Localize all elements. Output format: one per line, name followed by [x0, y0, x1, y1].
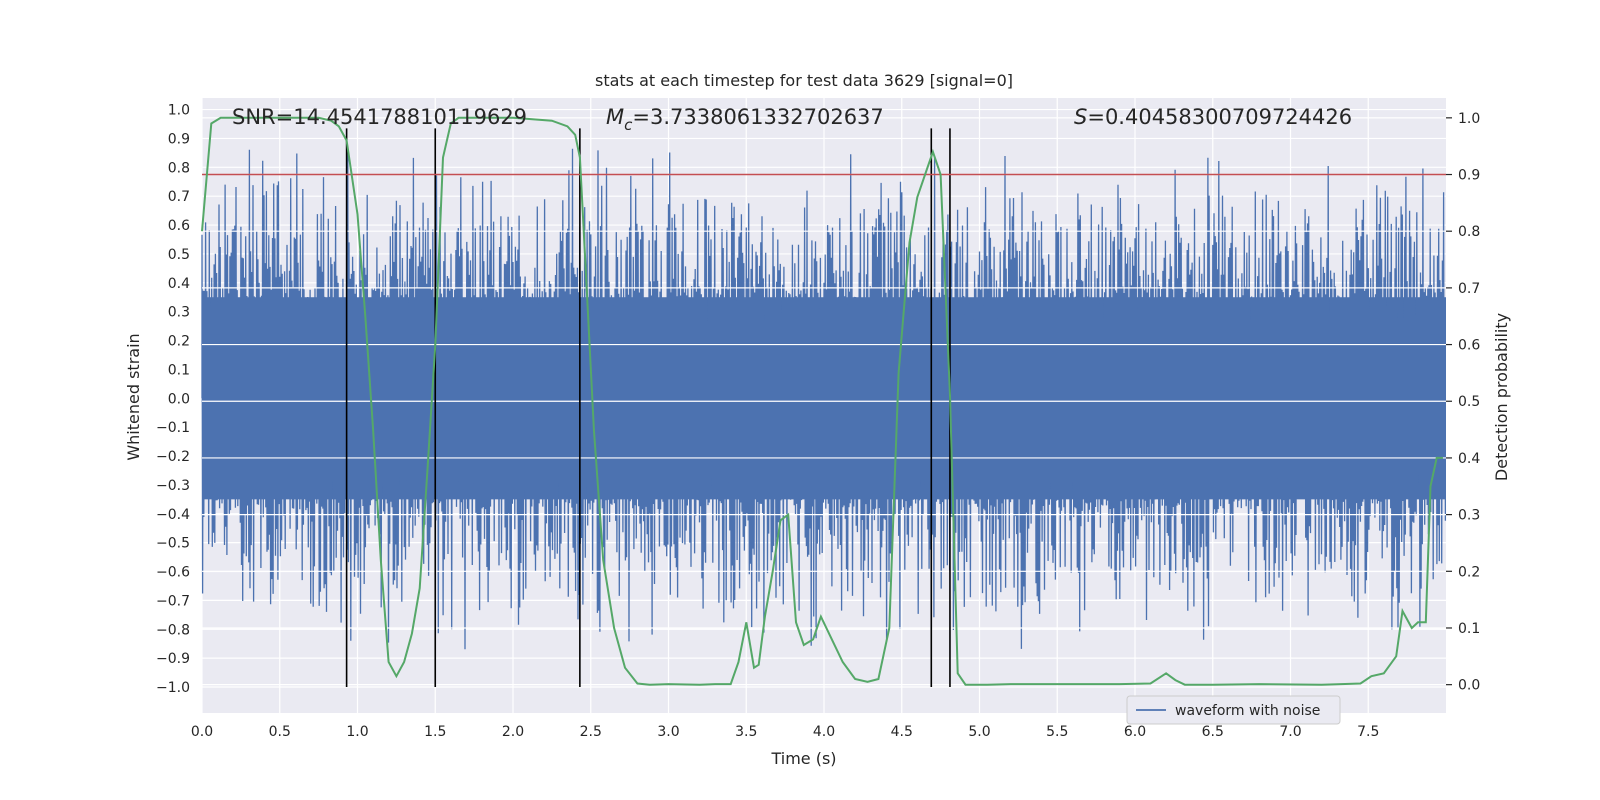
y-left-tick-label: −0.2 — [156, 449, 190, 465]
y-left-tick-label: 0.7 — [168, 189, 190, 205]
y-right-axis-label: Detection probability — [1492, 313, 1511, 481]
y-left-tick-label: −0.4 — [156, 507, 190, 523]
x-tick-label: 7.5 — [1357, 724, 1379, 740]
y-left-tick-label: −0.5 — [156, 536, 190, 552]
x-tick-labels: 0.0 0.5 1.0 1.5 2.0 2.5 3.0 3.5 4.0 4.5 5.0 5.5 6.0 6… — [191, 724, 1380, 740]
x-axis-label: Time (s) — [770, 749, 836, 768]
y-left-tick-label: 0.0 — [168, 391, 190, 407]
x-tick-label: 1.0 — [346, 724, 368, 740]
x-tick-label: 5.5 — [1046, 724, 1068, 740]
x-tick-label: 6.0 — [1124, 724, 1146, 740]
x-tick-label: 3.0 — [657, 724, 679, 740]
y-left-tick-label: 0.1 — [168, 362, 190, 378]
y-left-tick-label: 0.2 — [168, 334, 190, 350]
y-left-tick-label: 0.9 — [168, 131, 190, 147]
snr-annotation: SNR=14.454178810119629 — [232, 105, 527, 129]
legend-box — [1126, 695, 1341, 725]
s-annotation: S=0.40458300709724426 — [1074, 105, 1352, 129]
y-left-tick-label: 0.6 — [168, 218, 190, 234]
y-left-axis-label: Whitened strain — [124, 333, 143, 460]
y-left-tick-label: −1.0 — [156, 680, 190, 696]
strain-waveform-line — [201, 148, 1447, 650]
legend-entry-waveform: waveform with noise — [1175, 703, 1320, 719]
s-value: =0.40458300709724426 — [1087, 105, 1352, 129]
x-tick-label: 1.5 — [424, 724, 446, 740]
chart-title: stats at each timestep for test data 362… — [595, 71, 1013, 90]
y-left-tick-label: −0.9 — [156, 651, 190, 667]
x-tick-label: 2.5 — [580, 724, 602, 740]
legend: waveform with noise — [1126, 695, 1341, 725]
y-left-tick-label: −0.6 — [156, 565, 190, 581]
y-left-tick-label: 0.8 — [168, 160, 190, 176]
y-right-tick-label: 0.4 — [1458, 451, 1480, 467]
x-tick-label: 3.5 — [735, 724, 757, 740]
y-right-tick-label: 0.5 — [1458, 394, 1480, 410]
y-left-tick-label: 1.0 — [168, 103, 190, 119]
y-right-tick-labels: 1.0 0.9 0.8 0.7 0.6 0.5 0.4 0.3 0.2 0.1 0.0 — [1446, 111, 1480, 694]
x-tick-label: 0.0 — [191, 724, 213, 740]
y-left-tick-labels: 1.0 0.9 0.8 0.7 0.6 0.5 0.4 0.3 0.2 0.1 0.0 −0.1 −0.… — [156, 103, 190, 696]
x-tick-label: 2.0 — [502, 724, 524, 740]
x-tick-label: 6.5 — [1202, 724, 1224, 740]
y-right-tick-label: 0.9 — [1458, 168, 1480, 184]
mc-symbol: M — [606, 105, 624, 129]
y-right-tick-label: 0.1 — [1458, 621, 1480, 637]
x-tick-label: 7.0 — [1279, 724, 1301, 740]
mc-annotation: Mc=3.7338061332702637 — [606, 105, 884, 134]
y-left-tick-label: −0.3 — [156, 478, 190, 494]
x-tick-label: 0.5 — [269, 724, 291, 740]
y-right-tick-label: 0.7 — [1458, 281, 1480, 297]
x-tick-label: 4.5 — [891, 724, 913, 740]
y-right-tick-label: 0.2 — [1458, 564, 1480, 580]
x-tick-label: 4.0 — [813, 724, 835, 740]
strain-series — [201, 117, 1447, 686]
x-tick-label: 5.0 — [968, 724, 990, 740]
y-left-tick-label: −0.1 — [156, 420, 190, 436]
y-right-tick-label: 0.6 — [1458, 338, 1480, 354]
y-left-tick-label: 0.4 — [168, 276, 190, 292]
y-right-tick-label: 0.8 — [1458, 224, 1480, 240]
mc-subscript: c — [624, 116, 633, 134]
y-right-tick-label: 0.0 — [1458, 678, 1480, 694]
mc-value: =3.7338061332702637 — [632, 105, 883, 129]
probability-series-line — [201, 116, 1443, 686]
y-left-tick-label: −0.8 — [156, 622, 190, 638]
s-symbol: S — [1074, 105, 1087, 129]
y-right-tick-label: 0.3 — [1458, 508, 1480, 524]
y-left-tick-label: 0.3 — [168, 305, 190, 321]
y-left-tick-label: 0.5 — [168, 247, 190, 263]
y-left-tick-label: −0.7 — [156, 593, 190, 609]
y-right-tick-label: 1.0 — [1458, 111, 1480, 127]
